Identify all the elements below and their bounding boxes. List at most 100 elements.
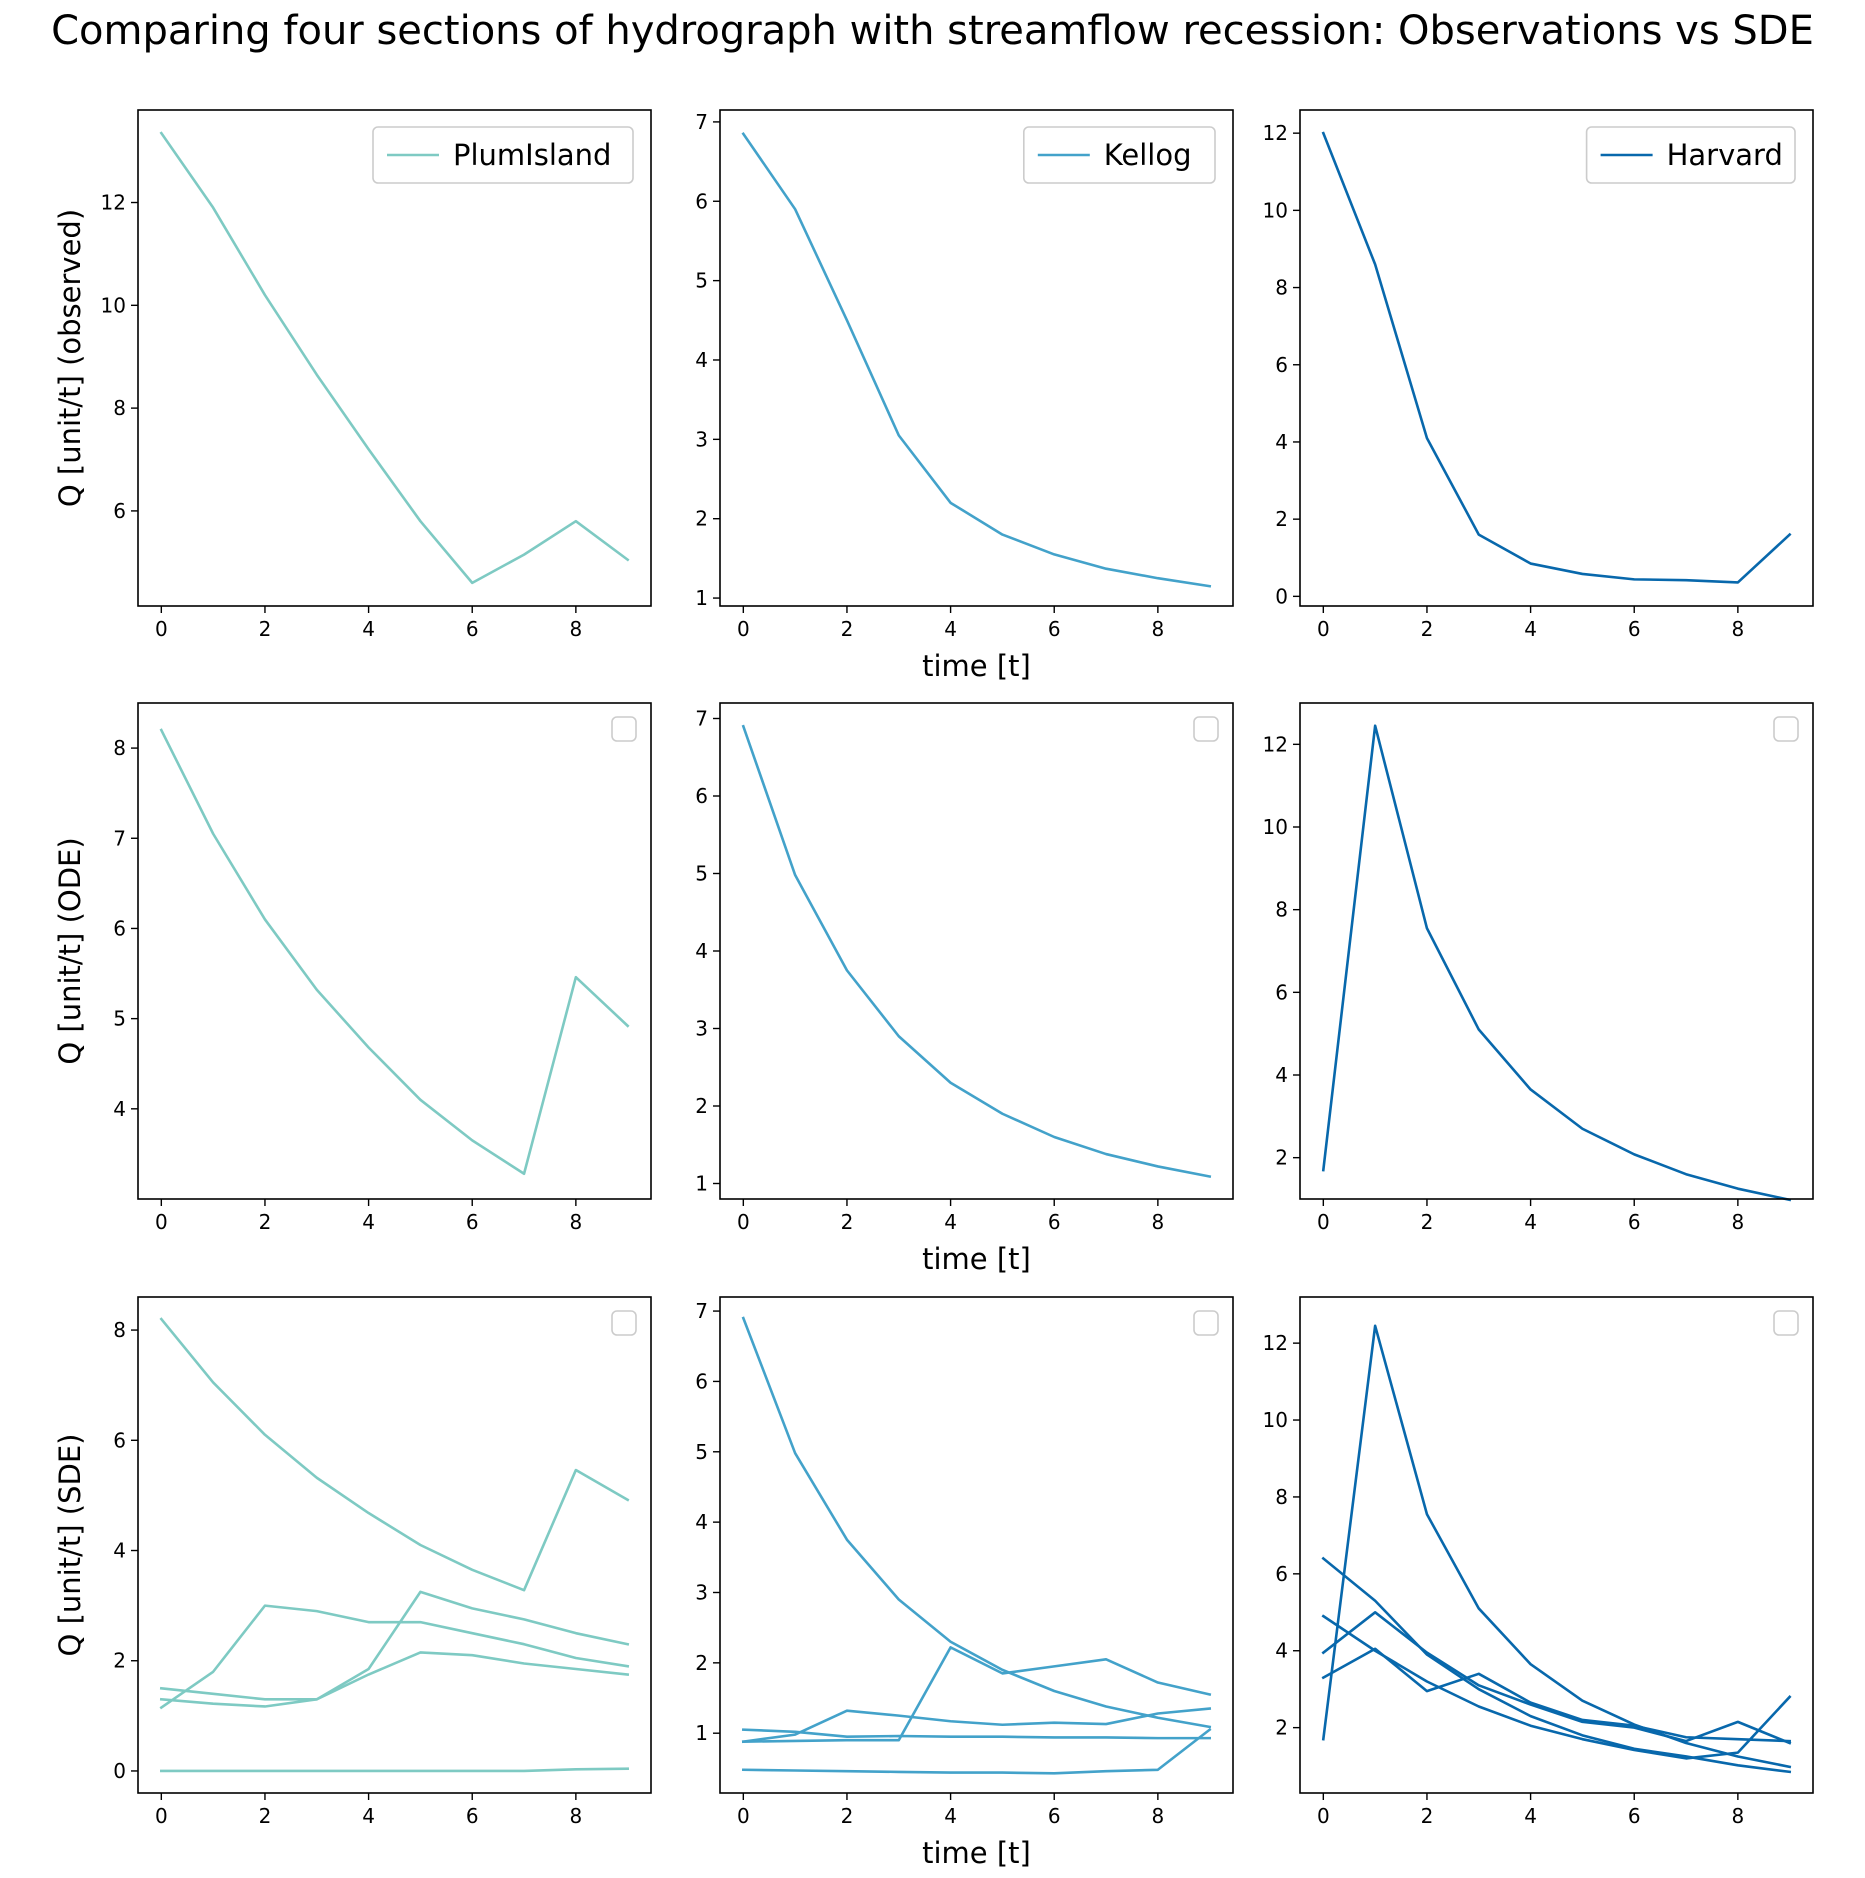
series-line-Harvard-1 xyxy=(1321,1556,1792,1774)
y-tick-label: 4 xyxy=(695,348,708,372)
x-tick-label: 2 xyxy=(259,617,272,641)
y-tick-label: 10 xyxy=(1263,1408,1288,1432)
y-tick-label: 8 xyxy=(113,736,126,760)
series-line-Kellog xyxy=(741,132,1212,588)
axes-frame xyxy=(137,109,652,607)
panel-row1-col1: 0 2 4 6 8 6 8 10 12 Q [unit/t] (observed) PlumIsla… xyxy=(53,109,652,641)
y-tick-label: 12 xyxy=(1263,732,1288,756)
x-axis-label: time [t] xyxy=(922,1836,1031,1870)
y-tick-label: 0 xyxy=(113,1759,126,1783)
y-tick-label: 2 xyxy=(1275,1716,1288,1740)
series-line-Harvard xyxy=(1321,131,1792,584)
y-tick-label: 5 xyxy=(695,1440,708,1464)
y-tick-label: 5 xyxy=(695,862,708,886)
series-line-Kellog-4 xyxy=(742,1727,1212,1775)
axes-frame xyxy=(1299,1296,1814,1794)
x-tick-label: 2 xyxy=(1421,1804,1434,1828)
legend-box xyxy=(372,126,634,184)
x-tick-label: 4 xyxy=(362,1210,375,1234)
y-tick-label: 4 xyxy=(113,1539,126,1563)
x-tick-label: 8 xyxy=(569,617,582,641)
series-line-Kellog-3 xyxy=(741,1707,1212,1744)
series-line-Kellog-0 xyxy=(741,1316,1212,1729)
y-tick-label: 12 xyxy=(1263,1331,1288,1355)
panel-row1-col2: 0 2 4 6 8 1 2 3 4 5 6 7 time [t] Kellog xyxy=(695,109,1234,683)
x-tick-label: 4 xyxy=(362,1804,375,1828)
x-tick-label: 0 xyxy=(1317,1804,1330,1828)
series-line-Harvard-3 xyxy=(1321,1610,1792,1745)
y-tick-label: 7 xyxy=(695,707,708,731)
panel-row3-col1: 0 2 4 6 8 0 2 4 6 8 Q [unit/t] (SDE) xyxy=(53,1296,652,1828)
x-tick-label: 2 xyxy=(259,1210,272,1234)
y-tick-label: 4 xyxy=(1275,430,1288,454)
x-axis-label: time [t] xyxy=(922,649,1031,683)
y-tick-label: 4 xyxy=(1275,1063,1288,1087)
legend-label: Harvard xyxy=(1667,138,1783,172)
x-tick-label: 0 xyxy=(737,1804,750,1828)
y-tick-label: 2 xyxy=(695,1651,708,1675)
y-tick-label: 1 xyxy=(695,1721,708,1745)
legend-label: PlumIsland xyxy=(453,138,611,172)
x-tick-label: 0 xyxy=(1317,617,1330,641)
x-tick-label: 8 xyxy=(1731,1804,1744,1828)
x-tick-label: 6 xyxy=(1048,1804,1061,1828)
x-tick-label: 8 xyxy=(569,1210,582,1234)
y-tick-label: 8 xyxy=(113,396,126,420)
x-tick-label: 6 xyxy=(466,617,479,641)
x-tick-label: 4 xyxy=(362,617,375,641)
y-tick-label: 7 xyxy=(695,1299,708,1323)
axes-frame xyxy=(1299,702,1814,1200)
y-tick-label: 8 xyxy=(1275,1485,1288,1509)
panel-row2-col1: 0 2 4 6 8 4 5 6 7 8 Q [unit/t] (ODE) xyxy=(53,702,652,1234)
y-tick-label: 5 xyxy=(695,269,708,293)
x-tick-label: 2 xyxy=(841,617,854,641)
y-tick-label: 4 xyxy=(1275,1639,1288,1663)
y-tick-label: 4 xyxy=(695,939,708,963)
y-tick-label: 6 xyxy=(695,1369,708,1393)
y-tick-label: 3 xyxy=(695,1017,708,1041)
legend-box-empty xyxy=(1773,1310,1799,1336)
y-tick-label: 3 xyxy=(695,427,708,451)
x-tick-label: 0 xyxy=(155,1210,168,1234)
series-line-PlumIsland-4 xyxy=(160,1767,629,1773)
x-tick-label: 2 xyxy=(841,1210,854,1234)
legend-box xyxy=(1585,126,1796,184)
series-line-Kellog-1 xyxy=(741,1728,1211,1740)
axes-frame xyxy=(719,109,1234,607)
y-tick-label: 12 xyxy=(1263,121,1288,145)
legend-box-empty xyxy=(1193,716,1219,742)
legend-box xyxy=(1022,126,1216,184)
panel-row2-col2: 0 2 4 6 8 1 2 3 4 5 6 7 time [t] xyxy=(695,702,1234,1276)
x-tick-label: 2 xyxy=(841,1804,854,1828)
x-tick-label: 2 xyxy=(1421,1210,1434,1234)
y-tick-label: 7 xyxy=(113,826,126,850)
y-tick-label: 5 xyxy=(113,1007,126,1031)
panel-row2-col3: 0 2 4 6 8 2 4 6 8 10 12 xyxy=(1263,702,1814,1234)
x-tick-label: 0 xyxy=(1317,1210,1330,1234)
panel-row3-col2: 0 2 4 6 8 1 2 3 4 5 6 7 time [t] xyxy=(695,1296,1234,1870)
series-line-PlumIsland-3 xyxy=(159,1651,630,1708)
x-tick-label: 4 xyxy=(944,1804,957,1828)
axes-frame xyxy=(719,702,1234,1200)
panel-row1-col3: 0 2 4 6 8 0 2 4 6 8 10 12 Harvard xyxy=(1263,109,1814,641)
x-tick-label: 6 xyxy=(1628,617,1641,641)
x-tick-label: 4 xyxy=(944,617,957,641)
y-tick-label: 2 xyxy=(1275,507,1288,531)
y-axis-label: Q [unit/t] (SDE) xyxy=(53,1434,87,1657)
y-tick-label: 2 xyxy=(113,1649,126,1673)
y-tick-label: 7 xyxy=(695,110,708,134)
x-tick-label: 8 xyxy=(1151,617,1164,641)
y-tick-label: 10 xyxy=(1263,198,1288,222)
axes-frame xyxy=(719,1296,1234,1794)
x-tick-label: 2 xyxy=(259,1804,272,1828)
y-tick-label: 6 xyxy=(113,499,126,523)
y-tick-label: 2 xyxy=(695,507,708,531)
x-tick-label: 6 xyxy=(1048,617,1061,641)
x-tick-label: 6 xyxy=(1628,1804,1641,1828)
x-tick-label: 6 xyxy=(1048,1210,1061,1234)
legend-box-empty xyxy=(611,1310,637,1336)
y-tick-label: 6 xyxy=(1275,353,1288,377)
y-tick-label: 6 xyxy=(113,916,126,940)
legend-box-empty xyxy=(611,716,637,742)
y-tick-label: 2 xyxy=(695,1094,708,1118)
